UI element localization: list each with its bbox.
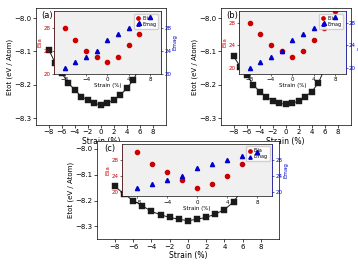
Line: Emag: Emag (247, 15, 337, 70)
Emag (150, 182, 154, 186)
Emag (195, 167, 199, 170)
Emag (240, 154, 244, 157)
Emag (258, 61, 262, 64)
Emag (333, 15, 337, 19)
Y-axis label: Emag: Emag (284, 162, 289, 178)
Emag (280, 49, 284, 53)
Emag (301, 32, 305, 36)
Text: (13,0): (13,0) (321, 11, 345, 20)
Emag (322, 21, 326, 24)
Emag (73, 61, 78, 64)
Y-axis label: Etot (eV / Atom): Etot (eV / Atom) (192, 39, 198, 94)
Emag (127, 27, 131, 30)
Emag (290, 38, 294, 41)
Emag (105, 38, 110, 41)
Emag (180, 174, 184, 178)
Emag (225, 158, 229, 161)
Emag (247, 66, 252, 69)
Line: Emag: Emag (63, 15, 152, 70)
Text: (a): (a) (41, 11, 53, 20)
Emag (148, 15, 152, 19)
Line: Emag: Emag (135, 150, 259, 190)
Y-axis label: Etot (eV / Atom): Etot (eV / Atom) (67, 162, 74, 218)
Emag (269, 55, 273, 58)
Y-axis label: Emag: Emag (173, 35, 178, 51)
Emag (165, 178, 169, 182)
X-axis label: Strain (%): Strain (%) (82, 136, 120, 146)
Text: (12,0): (12,0) (136, 11, 161, 20)
Emag (311, 27, 316, 30)
X-axis label: Strain (%): Strain (%) (266, 136, 305, 146)
Y-axis label: Etot (eV / Atom): Etot (eV / Atom) (6, 39, 13, 94)
Emag (116, 32, 120, 36)
X-axis label: Strain (%): Strain (%) (169, 251, 207, 260)
Emag (210, 163, 214, 166)
Text: (c): (c) (104, 144, 115, 153)
Emag (137, 21, 141, 24)
Emag (135, 186, 139, 190)
Emag (255, 150, 259, 153)
Text: (b): (b) (226, 11, 238, 20)
Emag (84, 55, 88, 58)
Text: (14,0): (14,0) (247, 144, 272, 153)
Emag (95, 49, 99, 53)
Emag (63, 66, 67, 69)
